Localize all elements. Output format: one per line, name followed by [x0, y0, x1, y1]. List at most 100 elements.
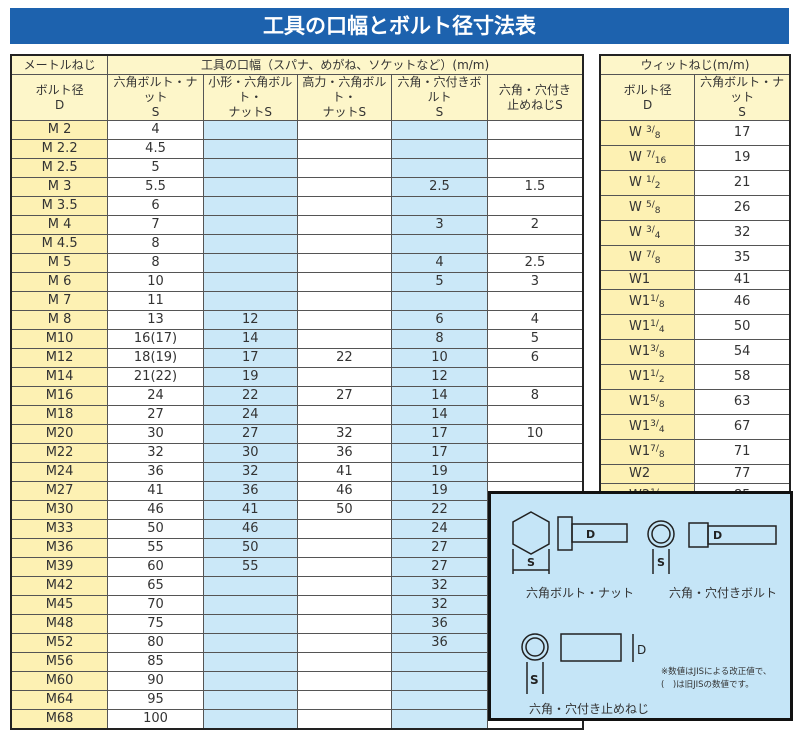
d-label: D: [637, 643, 646, 657]
fraction-denominator: 8: [654, 206, 661, 216]
bolt-diameter-cell: M 3.5: [10, 196, 109, 216]
table-row: M24 36 32 41 19: [10, 462, 584, 482]
wrench-size-cell: [202, 234, 298, 254]
wrench-size-cell: [486, 367, 584, 387]
wrench-size-cell: 2.5: [486, 253, 584, 273]
fraction-slash: /: [651, 150, 655, 160]
wrench-size-cell: 41: [107, 481, 204, 501]
table-row: W13/8 54: [599, 339, 791, 365]
wrench-size-cell: 19: [694, 145, 791, 171]
wrench-size-cell: 2: [486, 215, 584, 235]
wrench-size-cell: 30: [202, 443, 298, 463]
bolt-diameter-cell: W11/2: [599, 364, 696, 390]
wrench-size-cell: 32: [202, 462, 298, 482]
wrench-size-cell: [296, 405, 393, 425]
diameter-whole: W1: [629, 394, 651, 409]
wrench-size-cell: 10: [391, 348, 488, 368]
bolt-diameter-cell: M27: [10, 481, 109, 501]
bolt-diameter-cell: M64: [10, 690, 109, 710]
bolt-diameter-cell: W17/8: [599, 439, 696, 465]
diameter-whole: W1: [629, 419, 651, 434]
fraction-slash: /: [651, 225, 655, 235]
hex-head-view: [512, 511, 550, 555]
diameter-whole: W1: [629, 294, 651, 309]
fraction-slash: /: [655, 369, 659, 379]
bolt-diameter-cell: M18: [10, 405, 109, 425]
wrench-size-cell: [202, 272, 298, 292]
table-row: W 7/16 19: [599, 145, 791, 171]
wrench-size-cell: 24: [202, 405, 298, 425]
wrench-size-cell: 54: [694, 339, 791, 365]
bolt-diameter-cell: M22: [10, 443, 109, 463]
table-row: W11/8 46: [599, 289, 791, 315]
wrench-size-cell: 10: [107, 272, 204, 292]
table-row: M45 70 32: [10, 595, 584, 615]
wrench-size-cell: 60: [107, 557, 204, 577]
wrench-size-cell: [202, 614, 298, 634]
wrench-size-cell: [202, 215, 298, 235]
table-row: W11/4 50: [599, 314, 791, 340]
fraction-denominator: 8: [658, 400, 665, 410]
column-header-line: S: [151, 105, 160, 119]
fraction-slash: /: [655, 344, 659, 354]
wrench-size-cell: [486, 234, 584, 254]
bolt-diameter-cell: W2: [599, 464, 696, 484]
fraction-numerator: 7: [650, 444, 656, 454]
wrench-size-cell: [296, 595, 393, 615]
bolt-diameter-cell: M20: [10, 424, 109, 444]
wrench-size-cell: 58: [694, 364, 791, 390]
diameter-whole: W1: [629, 319, 651, 334]
column-header-line: 高力・六角ボルト・: [302, 75, 387, 104]
wrench-size-cell: 8: [486, 386, 584, 406]
bolt-diameter-cell: M 4.5: [10, 234, 109, 254]
wrench-size-cell: 18(19): [107, 348, 204, 368]
diameter-whole: W: [629, 125, 646, 140]
bolt-diameter-cell: M52: [10, 633, 109, 653]
wrench-size-cell: 10: [486, 424, 584, 444]
wrench-size-cell: 95: [107, 690, 204, 710]
column-header-line: ナットS: [322, 105, 367, 119]
bolt-diameter-cell: W 3/4: [599, 220, 696, 246]
table-row: M14 21(22) 19 12: [10, 367, 584, 387]
diameter-whole: W: [629, 175, 646, 190]
wrench-size-cell: [296, 272, 393, 292]
bolt-diameter-cell: W1: [599, 270, 696, 290]
wrench-size-cell: 75: [107, 614, 204, 634]
wrench-size-cell: [202, 633, 298, 653]
table-row: M 8 13 12 6 4: [10, 310, 584, 330]
wrench-size-cell: 85: [107, 652, 204, 672]
wrench-size-cell: 4: [107, 120, 204, 140]
table-row: M20 30 27 32 17 10: [10, 424, 584, 444]
wrench-size-cell: [202, 652, 298, 672]
wrench-size-cell: 55: [202, 557, 298, 577]
wrench-size-cell: 14: [391, 386, 488, 406]
wrench-size-cell: [486, 443, 584, 463]
wrench-size-cell: 1.5: [486, 177, 584, 197]
fraction-slash: /: [655, 319, 659, 329]
wrench-size-cell: 22: [391, 500, 488, 520]
wrench-size-cell: 32: [391, 595, 488, 615]
fraction-slash: /: [655, 444, 659, 454]
fraction-slash: /: [651, 175, 655, 185]
table-row: W13/4 67: [599, 414, 791, 440]
table-row: W2 77: [599, 464, 791, 484]
wrench-size-cell: 24: [391, 519, 488, 539]
column-header: ボルト径 D: [599, 74, 696, 121]
bolt-diameter-cell: M 2.5: [10, 158, 109, 178]
wrench-size-cell: 5: [107, 158, 204, 178]
diameter-whole: W2: [629, 466, 651, 481]
fraction-denominator: 4: [658, 425, 665, 435]
table-row: W 5/8 26: [599, 195, 791, 221]
tool-group-label: 工具の口幅（スパナ、めがね、ソケットなど）(m/m): [107, 54, 584, 75]
wrench-size-cell: 41: [694, 270, 791, 290]
bolt-diameter-cell: M 6: [10, 272, 109, 292]
wrench-size-cell: 35: [694, 245, 791, 271]
wrench-size-cell: [391, 709, 488, 730]
table-row: M 2.2 4.5: [10, 139, 584, 159]
wrench-size-cell: 50: [694, 314, 791, 340]
wrench-size-cell: [486, 158, 584, 178]
wrench-size-cell: 24: [107, 386, 204, 406]
fraction-denominator: 4: [654, 231, 661, 241]
wrench-size-cell: 22: [202, 386, 298, 406]
s-label: S: [527, 556, 535, 569]
